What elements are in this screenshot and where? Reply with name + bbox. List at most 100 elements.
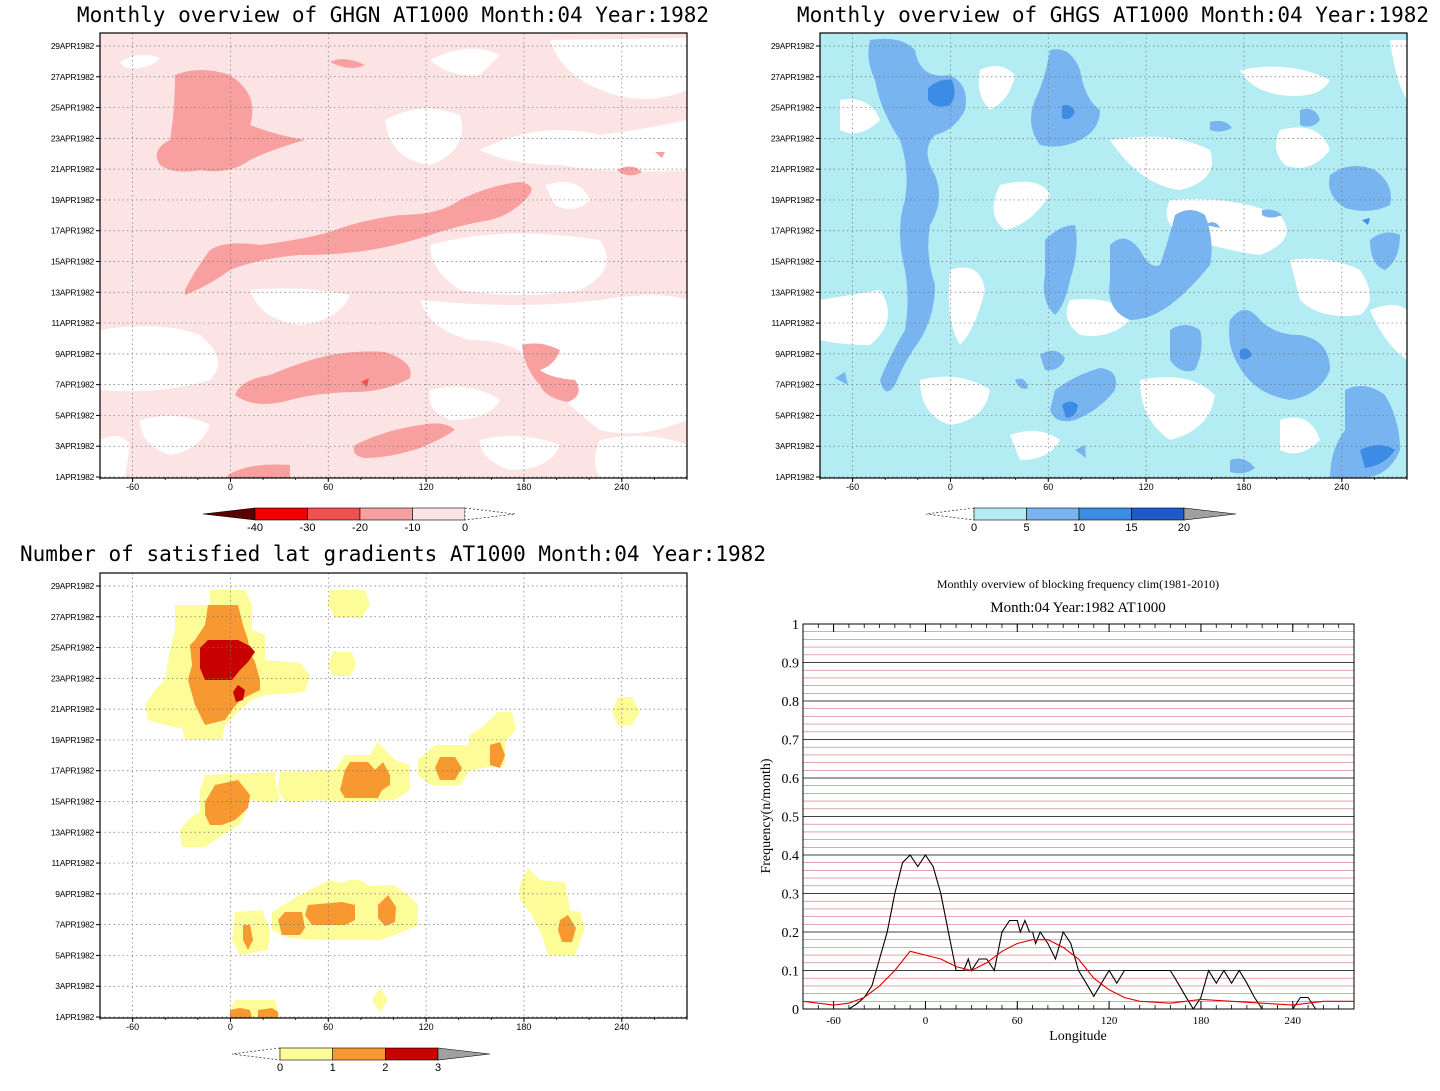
y-tick-label: 7APR1982 [775, 380, 814, 390]
blocking-y-axis-label: Frequency(n/month) [759, 758, 774, 873]
x-tick-label: 0 [948, 482, 953, 492]
colorbar-label: 2 [382, 1062, 388, 1074]
y-tick-label: 21APR1982 [51, 164, 95, 174]
x-tick-label: 180 [516, 1022, 531, 1032]
colorbar-extend-low [925, 507, 975, 521]
colorbar-extend-high [464, 507, 516, 521]
y-tick-label: 13APR1982 [51, 287, 95, 297]
colorbar-extend-low [202, 507, 256, 521]
y-tick-label: 25APR1982 [771, 103, 815, 113]
blocking-x-axis-label: Longitude [1049, 1029, 1107, 1044]
y-tick-label: 0.9 [782, 657, 800, 672]
y-tick-label: 0.8 [782, 695, 800, 710]
colorbar-box [254, 507, 308, 521]
y-tick-label: 1APR1982 [55, 1012, 94, 1022]
y-tick-label: 21APR1982 [51, 704, 95, 714]
colorbar-label: 5 [1023, 522, 1029, 534]
y-tick-label: 3APR1982 [55, 981, 94, 991]
x-tick-label: 60 [1012, 1015, 1024, 1027]
x-tick-label: 240 [1285, 1015, 1302, 1027]
y-tick-label: 9APR1982 [55, 349, 94, 359]
y-tick-label: 11APR1982 [51, 858, 94, 868]
y-tick-label: 17APR1982 [771, 226, 815, 236]
x-tick-label: -60 [846, 482, 859, 492]
colorbar-box [1026, 507, 1080, 521]
x-tick-label: -60 [826, 1015, 841, 1027]
lat-gradients-field [100, 573, 687, 1018]
colorbar-box [385, 1047, 439, 1061]
colorbar-extend-high [437, 1047, 491, 1061]
x-tick-label: 120 [1139, 482, 1154, 492]
colorbar-label: 3 [435, 1062, 441, 1074]
y-tick-label: 3APR1982 [55, 441, 94, 451]
y-tick-label: 19APR1982 [51, 195, 95, 205]
colorbar-label: -30 [300, 522, 316, 534]
x-tick-label: 120 [1101, 1015, 1118, 1027]
y-tick-label: 23APR1982 [51, 673, 95, 683]
y-tick-label: 23APR1982 [771, 133, 815, 143]
x-tick-label: 0 [228, 1022, 233, 1032]
panel-lat-gradients-title: Number of satisfied lat gradients AT1000… [20, 542, 766, 566]
x-tick-label: 180 [516, 482, 531, 492]
colorbar-extend-high [1183, 507, 1237, 521]
y-tick-label: 29APR1982 [771, 41, 815, 51]
y-tick-label: 11APR1982 [51, 318, 94, 328]
blocking-frequency-line [803, 854, 1354, 1011]
panel-ghgs: Monthly overview of GHGS AT1000 Month:04… [771, 3, 1429, 534]
y-tick-label: 27APR1982 [51, 72, 95, 82]
y-tick-label: 0.5 [782, 811, 800, 826]
y-tick-label: 0.7 [782, 734, 800, 749]
y-tick-label: 17APR1982 [51, 226, 95, 236]
y-tick-label: 0.2 [782, 926, 800, 941]
panel-blocking-frequency: Monthly overview of blocking frequency c… [759, 577, 1355, 1044]
panel-ghgs-title: Monthly overview of GHGS AT1000 Month:04… [797, 3, 1429, 27]
y-tick-label: 0 [792, 1003, 799, 1018]
y-tick-label: 9APR1982 [55, 889, 94, 899]
x-tick-label: 0 [923, 1015, 929, 1027]
y-tick-label: 23APR1982 [51, 133, 95, 143]
y-tick-label: 13APR1982 [771, 287, 815, 297]
panel-lat-gradients: Number of satisfied lat gradients AT1000… [20, 542, 766, 1074]
x-tick-label: 120 [419, 1022, 434, 1032]
y-tick-label: 5APR1982 [55, 410, 94, 420]
y-tick-label: 0.1 [782, 965, 800, 980]
x-tick-label: 240 [614, 1022, 629, 1032]
y-tick-label: 9APR1982 [775, 349, 814, 359]
y-tick-label: 0.6 [782, 772, 800, 787]
y-tick-label: 29APR1982 [51, 581, 95, 591]
x-tick-label: 120 [419, 482, 434, 492]
colorbar-label: 0 [277, 1062, 283, 1074]
y-tick-label: 13APR1982 [51, 827, 95, 837]
colorbar-label: 10 [1073, 522, 1085, 534]
y-tick-label: 29APR1982 [51, 41, 95, 51]
y-tick-label: 1APR1982 [55, 472, 94, 482]
ghgn-field [100, 33, 687, 478]
y-tick-label: 21APR1982 [771, 164, 815, 174]
colorbar-box [412, 507, 466, 521]
colorbar-label: -40 [247, 522, 263, 534]
y-tick-label: 0.3 [782, 888, 800, 903]
x-tick-label: -60 [126, 1022, 139, 1032]
y-tick-label: 3APR1982 [775, 441, 814, 451]
x-tick-label: 60 [1043, 482, 1053, 492]
colorbar-box [332, 1047, 386, 1061]
x-tick-label: 180 [1193, 1015, 1210, 1027]
blocking-chart-subtitle: Month:04 Year:1982 AT1000 [990, 600, 1165, 616]
colorbar-label: 0 [971, 522, 977, 534]
y-tick-label: 0.4 [782, 849, 800, 864]
x-tick-label: 240 [1334, 482, 1349, 492]
x-tick-label: 60 [323, 1022, 333, 1032]
x-tick-label: 60 [323, 482, 333, 492]
x-tick-label: 180 [1236, 482, 1251, 492]
colorbar-box [279, 1047, 333, 1061]
colorbar-label: 20 [1178, 522, 1190, 534]
ghgs-field [820, 33, 1407, 478]
colorbar-box [359, 507, 413, 521]
x-tick-label: 240 [614, 482, 629, 492]
y-tick-label: 15APR1982 [771, 257, 815, 267]
colorbar-box [1078, 507, 1132, 521]
y-tick-label: 27APR1982 [771, 72, 815, 82]
y-tick-label: 7APR1982 [55, 920, 94, 930]
y-tick-label: 19APR1982 [771, 195, 815, 205]
